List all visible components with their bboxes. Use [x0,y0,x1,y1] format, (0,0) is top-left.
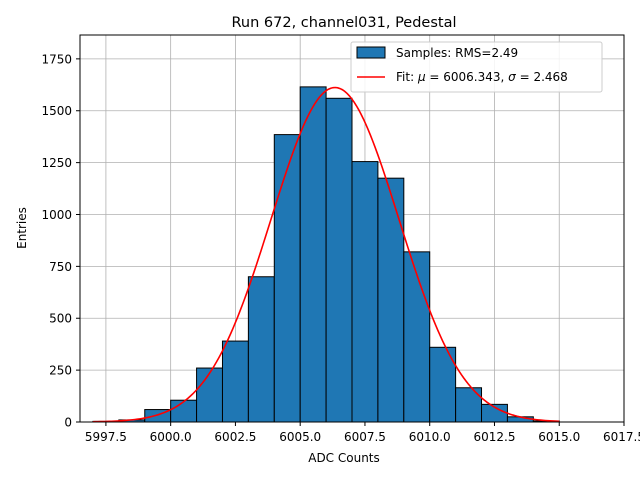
fit-curve-layer [92,86,560,423]
y-axis-ticks: 0 250 500 750 1000 1250 1500 1750 [41,52,80,430]
histogram-bar [170,399,198,423]
y-tick-label: 500 [49,312,72,326]
histogram-bar [247,276,275,423]
histogram-bar [221,340,249,423]
y-tick-label: 1750 [41,52,72,66]
chart-title: Run 672, channel031, Pedestal [231,15,456,31]
histogram-bar [429,346,457,423]
plot-frame [79,34,625,423]
x-axis-label: ADC Counts [308,451,380,465]
y-tick-label: 750 [49,260,72,274]
histogram-bar [351,161,379,423]
legend-fit-label: Fit: μ = 6006.343, σ = 2.468 [396,70,568,84]
y-tick-label: 0 [64,416,72,430]
y-tick-label: 1000 [41,208,72,222]
legend: Samples: RMS=2.49 Fit: μ = 6006.343, σ =… [350,41,603,93]
histogram-bar [273,134,301,423]
x-tick-label: 6010.0 [409,430,451,444]
x-axis-ticks: 5997.5 6000.0 6002.5 6005.0 6007.5 6010.0 6012… [85,422,640,444]
fit-curve [92,86,560,423]
histogram-bar [299,86,327,423]
x-tick-label: 6007.5 [344,430,386,444]
y-axis-label: Entries [15,207,29,249]
histogram-bars [92,86,560,423]
histogram-bar [325,97,353,423]
y-tick-label: 1500 [41,104,72,118]
histogram-bar [455,387,483,423]
legend-samples-swatch [356,46,386,59]
legend-box [350,41,603,93]
x-tick-label: 6015.0 [538,430,580,444]
x-tick-label: 6005.0 [279,430,321,444]
x-tick-label: 5997.5 [85,430,127,444]
y-tick-label: 250 [49,364,72,378]
y-tick-label: 1250 [41,156,72,170]
x-tick-label: 6000.0 [150,430,192,444]
x-tick-label: 6017.5 [603,430,640,444]
histogram-bar [377,177,405,423]
x-tick-label: 6012.5 [473,430,515,444]
x-tick-label: 6002.5 [214,430,256,444]
histogram-bar [403,251,431,423]
histogram-bar [196,367,223,423]
legend-samples-label: Samples: RMS=2.49 [396,46,518,60]
